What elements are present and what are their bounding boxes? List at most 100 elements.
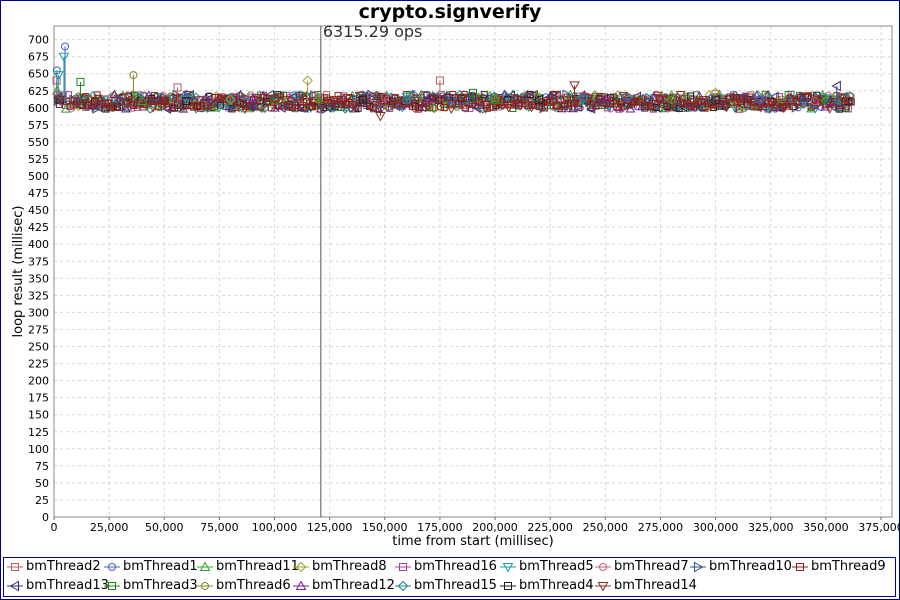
legend-label: bmThread13 xyxy=(26,578,109,593)
legend-item: bmThread3 xyxy=(104,578,198,593)
dense-point xyxy=(350,102,358,110)
dense-point xyxy=(592,102,600,110)
dense-point xyxy=(677,99,685,107)
data-point xyxy=(358,95,367,104)
dense-point xyxy=(288,103,296,111)
y-tick-label: 300 xyxy=(28,306,49,319)
legend: bmThread2 bmThread1 bmThread11 bmThread8 bmT… xyxy=(3,557,896,597)
legend-item: bmThread13 xyxy=(7,578,109,593)
dense-point xyxy=(412,94,422,104)
dense-point xyxy=(807,102,815,110)
x-tick-label: 125,000 xyxy=(307,521,353,534)
dense-point xyxy=(151,97,159,105)
dense-point xyxy=(779,101,787,109)
plot-border xyxy=(53,25,893,518)
dense-point xyxy=(105,104,113,112)
dense-point xyxy=(297,92,308,101)
dense-point xyxy=(652,99,660,107)
dense-point xyxy=(493,100,501,108)
legend-marker-icon xyxy=(7,562,23,571)
dense-point xyxy=(338,100,346,108)
y-tick-label: 375 xyxy=(28,255,49,268)
dense-point xyxy=(281,95,289,103)
x-tick-label: 275,000 xyxy=(638,521,684,534)
legend-item: bmThread9 xyxy=(792,559,886,574)
data-points xyxy=(51,42,852,122)
data-point xyxy=(491,94,500,103)
legend-item: bmThread8 xyxy=(293,559,387,574)
data-point xyxy=(446,95,455,104)
legend-marker-icon xyxy=(500,562,516,573)
dense-point xyxy=(304,103,312,111)
data-point xyxy=(711,95,720,104)
legend-item: bmThread2 xyxy=(7,559,101,574)
dense-point xyxy=(341,101,349,109)
dense-point xyxy=(511,94,519,102)
dense-point xyxy=(391,93,399,101)
dense-point xyxy=(130,102,138,110)
legend-marker xyxy=(694,561,704,572)
dense-point xyxy=(331,96,339,104)
dense-point xyxy=(694,98,702,106)
y-tick-label: 400 xyxy=(28,238,49,251)
dense-point xyxy=(461,104,469,112)
legend-marker-icon xyxy=(104,562,120,571)
dense-data-band xyxy=(56,89,855,115)
data-point xyxy=(824,95,836,106)
dense-point xyxy=(246,103,254,111)
data-point xyxy=(645,92,655,104)
dense-point xyxy=(592,95,603,105)
dense-point xyxy=(65,91,73,99)
dense-point xyxy=(454,100,462,108)
dense-point xyxy=(775,99,783,107)
dense-point xyxy=(258,105,266,113)
chart-title: crypto.signverify xyxy=(358,1,542,23)
dense-point xyxy=(595,93,603,101)
dense-point xyxy=(387,100,395,108)
dense-point xyxy=(446,105,457,114)
dense-point xyxy=(173,100,183,111)
legend-label: bmThread4 xyxy=(519,578,594,593)
dense-point xyxy=(641,102,649,110)
data-point xyxy=(799,94,810,106)
dense-point xyxy=(542,97,550,105)
dense-point xyxy=(480,105,491,114)
y-tick-label: 600 xyxy=(28,102,49,115)
annotation-ops-label: 6315.29 ops xyxy=(323,22,423,41)
dense-point xyxy=(588,100,596,108)
dense-point xyxy=(91,102,99,110)
data-point xyxy=(489,94,501,104)
legend-marker xyxy=(199,560,211,571)
data-point xyxy=(820,94,832,104)
legend-label: bmThread10 xyxy=(709,559,792,574)
data-point xyxy=(623,94,632,103)
data-point xyxy=(269,95,280,106)
dense-point xyxy=(87,101,95,109)
dense-point xyxy=(574,99,582,107)
dense-point xyxy=(682,92,690,100)
dense-point xyxy=(408,103,416,111)
dense-point xyxy=(235,99,243,107)
dense-point xyxy=(422,99,430,107)
legend-item: bmThread10 xyxy=(690,559,792,574)
dense-point xyxy=(345,99,353,107)
y-tick-label: 450 xyxy=(28,204,49,217)
x-tick-label: 50,000 xyxy=(145,521,184,534)
y-tick-label: 0 xyxy=(42,511,49,524)
x-tick-label: 175,000 xyxy=(417,521,463,534)
dense-point xyxy=(243,102,251,110)
dense-point xyxy=(257,103,265,111)
dense-point xyxy=(147,97,155,105)
legend-marker xyxy=(397,580,409,591)
dense-point xyxy=(239,95,247,103)
dense-point xyxy=(645,102,653,110)
dense-point xyxy=(354,104,362,112)
legend-label: bmThread11 xyxy=(216,559,299,574)
dense-point xyxy=(165,103,173,111)
dense-point xyxy=(329,101,339,111)
x-tick-label: 150,000 xyxy=(362,521,408,534)
dense-point xyxy=(455,89,465,100)
dense-point xyxy=(248,102,259,113)
x-tick-label: 300,000 xyxy=(693,521,739,534)
y-axis-label: loop result (millisec) xyxy=(11,206,26,338)
